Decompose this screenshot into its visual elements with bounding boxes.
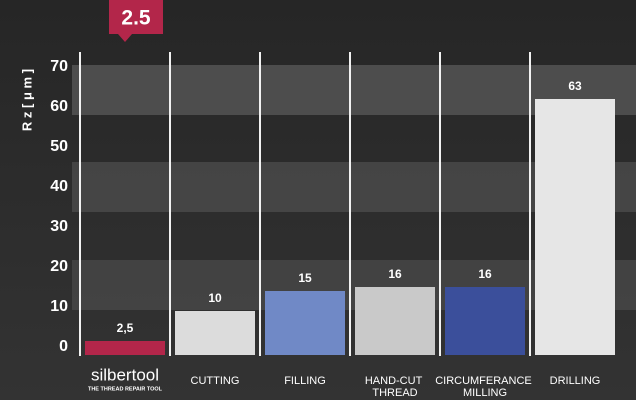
logo: silbertool [91, 365, 159, 384]
y-axis-label: R z [ μ m ] [19, 69, 34, 131]
y-tick-label: 30 [50, 218, 68, 235]
y-tick-label: 40 [50, 178, 68, 195]
value-label: 16 [388, 267, 402, 281]
y-tick-label: 10 [50, 298, 68, 315]
y-tick-label: 60 [50, 98, 68, 115]
x-tick-label: CUTTING [191, 375, 240, 387]
value-label: 63 [568, 79, 582, 93]
logo-tagline: THE THREAD REPAIR TOOL [88, 386, 163, 392]
y-tick-label: 0 [59, 338, 68, 355]
value-label: 2,5 [117, 321, 134, 335]
highlight-text: 2.5 [121, 7, 151, 30]
bar [175, 311, 255, 355]
bar [355, 287, 435, 355]
x-tick-label: FILLING [284, 375, 326, 387]
value-label: 10 [208, 291, 222, 305]
x-tick-line: HAND-CUT [365, 375, 425, 387]
y-tick-label: 70 [50, 58, 68, 75]
x-tick-label: DRILLING [550, 375, 601, 387]
bar [265, 291, 345, 355]
bar [85, 341, 165, 355]
page: {"chart_data": {"type": "bar", "y_label"… [0, 0, 636, 400]
x-tick-label: HAND-CUT THREAD [365, 375, 425, 399]
x-tick-line: MILLING [463, 387, 507, 399]
chart: R z [ μ m ] 2.5 0 10 20 30 40 50 60 70 2,5 silber… [0, 0, 636, 400]
bar [535, 99, 615, 355]
y-tick-label: 50 [50, 138, 68, 155]
value-label: 15 [298, 271, 312, 285]
bar [445, 287, 525, 355]
x-tick-line: CIRCUMFERANCE [435, 375, 535, 387]
x-tick-line: THREAD [372, 387, 417, 399]
value-label: 16 [478, 267, 492, 281]
y-tick-label: 20 [50, 258, 68, 275]
